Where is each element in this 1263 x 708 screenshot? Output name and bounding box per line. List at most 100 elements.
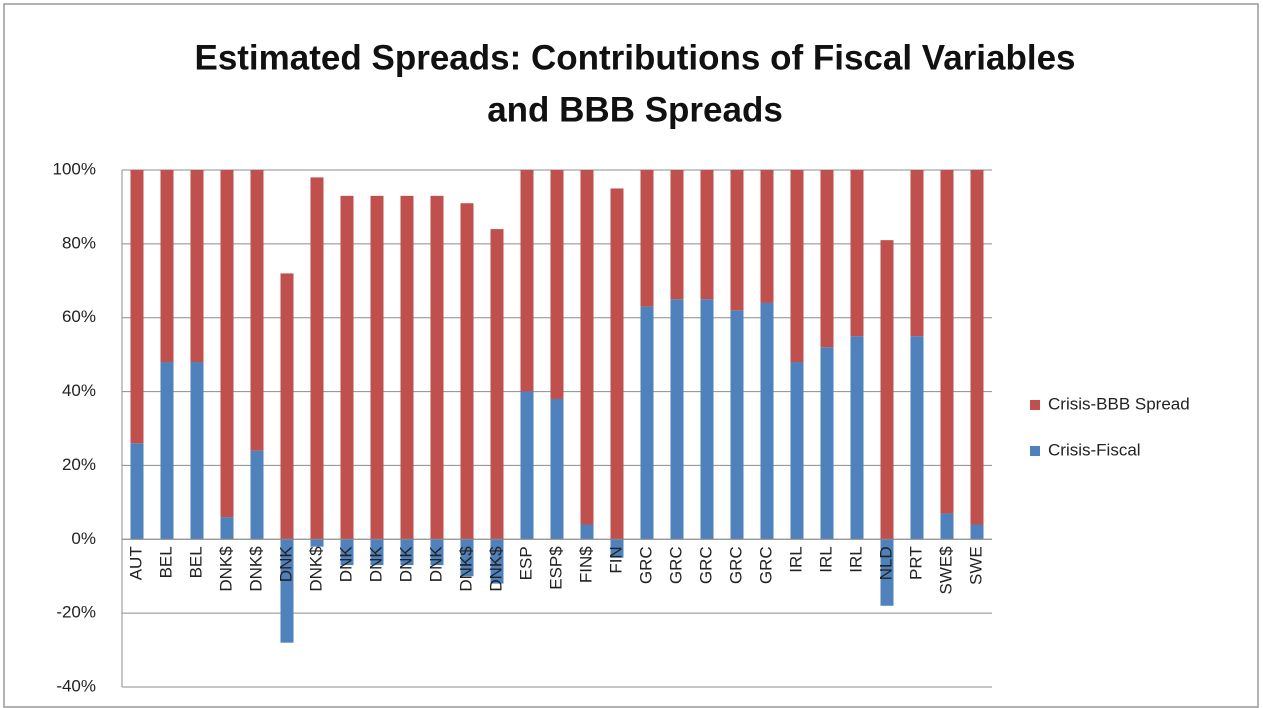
bar-segment bbox=[970, 170, 984, 525]
bar-segment bbox=[580, 170, 594, 525]
x-tick-label: DNK$ bbox=[246, 546, 265, 592]
legend-swatch bbox=[1030, 400, 1040, 410]
bar-segment bbox=[640, 306, 654, 540]
bar-segment bbox=[580, 524, 594, 540]
x-tick-label: FIN$ bbox=[576, 546, 595, 583]
bar-segment bbox=[730, 310, 744, 540]
bar-segment bbox=[400, 539, 414, 566]
x-tick-label: NLD bbox=[876, 546, 895, 580]
x-tick-label: SWE bbox=[966, 546, 985, 585]
bar-segment bbox=[250, 450, 264, 540]
bar-segment bbox=[700, 299, 714, 540]
x-tick-label: IRL bbox=[846, 546, 865, 572]
bar-segment bbox=[490, 539, 504, 584]
x-tick-label: SWE$ bbox=[936, 546, 955, 595]
bar-segment bbox=[850, 170, 864, 337]
bar-segment bbox=[220, 170, 234, 518]
x-tick-label: DNK bbox=[396, 546, 415, 583]
bar-segment bbox=[550, 398, 564, 540]
x-tick-label: DNK$ bbox=[306, 546, 325, 592]
bar-segment bbox=[310, 539, 324, 547]
bar-segment bbox=[610, 539, 624, 558]
x-tick-label: ESP$ bbox=[546, 546, 565, 590]
legend-label: Crisis-BBB Spread bbox=[1048, 394, 1190, 413]
x-tick-label: FIN bbox=[606, 546, 625, 573]
bar-segment bbox=[910, 336, 924, 540]
y-tick-label: -20% bbox=[56, 603, 96, 622]
y-tick-label: 0% bbox=[71, 529, 96, 548]
x-tick-label: GRC bbox=[666, 546, 685, 584]
chart-frame bbox=[3, 3, 1259, 708]
x-tick-label: DNK bbox=[366, 546, 385, 583]
bar-segment bbox=[280, 539, 294, 643]
y-tick-label: -40% bbox=[56, 676, 96, 695]
bar-segment bbox=[610, 188, 624, 540]
bar-segment bbox=[820, 170, 834, 348]
bar-segment bbox=[520, 391, 534, 540]
bar-segment bbox=[250, 170, 264, 451]
bar-segment bbox=[940, 170, 954, 514]
x-tick-label: GRC bbox=[756, 546, 775, 584]
x-tick-label: DNK bbox=[276, 546, 295, 583]
bar-segment bbox=[430, 539, 444, 566]
bar-segment bbox=[820, 347, 834, 540]
y-tick-label: 60% bbox=[62, 307, 96, 326]
bar-segment bbox=[190, 170, 204, 363]
x-tick-label: GRC bbox=[636, 546, 655, 584]
bar-segment bbox=[400, 195, 414, 540]
bar-segment bbox=[310, 177, 324, 540]
chart-title: Estimated Spreads: Contributions of Fisc… bbox=[194, 38, 1075, 77]
bar-segment bbox=[190, 362, 204, 540]
y-tick-label: 100% bbox=[53, 159, 96, 178]
x-tick-label: BEL bbox=[156, 546, 175, 578]
bar-segment bbox=[550, 170, 564, 399]
x-tick-label: PRT bbox=[906, 546, 925, 580]
bar-segment bbox=[790, 170, 804, 363]
bar-segment bbox=[790, 362, 804, 540]
bar-segment bbox=[340, 539, 354, 566]
bar-segment bbox=[340, 195, 354, 540]
bar-segment bbox=[760, 302, 774, 540]
y-tick-label: 40% bbox=[62, 381, 96, 400]
bar-segment bbox=[430, 195, 444, 540]
bar-segment bbox=[760, 170, 774, 303]
bar-segment bbox=[520, 170, 534, 392]
y-tick-label: 20% bbox=[62, 455, 96, 474]
bar-segment bbox=[670, 299, 684, 540]
bar-segment bbox=[880, 539, 894, 606]
bar-segment bbox=[670, 170, 684, 300]
bar-segment bbox=[160, 362, 174, 540]
bar-segment bbox=[940, 513, 954, 540]
bar-segment bbox=[490, 229, 504, 540]
x-tick-label: DNK$ bbox=[456, 546, 475, 592]
bar-segment bbox=[880, 240, 894, 540]
x-tick-label: GRC bbox=[696, 546, 715, 584]
x-tick-label: BEL bbox=[186, 546, 205, 578]
bar-segment bbox=[220, 517, 234, 540]
legend-label: Crisis-Fiscal bbox=[1048, 440, 1141, 459]
x-tick-label: DNK bbox=[336, 546, 355, 583]
bar-segment bbox=[160, 170, 174, 363]
y-tick-label: 80% bbox=[62, 233, 96, 252]
x-tick-label: DNK$ bbox=[216, 546, 235, 592]
bar-segment bbox=[130, 170, 144, 444]
bar-segment bbox=[640, 170, 654, 307]
x-tick-label: AUT bbox=[126, 546, 145, 580]
bar-segment bbox=[370, 539, 384, 566]
x-tick-label: DNK$ bbox=[486, 546, 505, 592]
x-tick-label: IRL bbox=[786, 546, 805, 572]
bar-segment bbox=[370, 195, 384, 540]
bar-segment bbox=[730, 170, 744, 311]
bar-segment bbox=[850, 336, 864, 540]
x-tick-label: GRC bbox=[726, 546, 745, 584]
bar-segment bbox=[130, 443, 144, 540]
chart-title: and BBB Spreads bbox=[487, 90, 783, 129]
bar-segment bbox=[700, 170, 714, 300]
bar-segment bbox=[910, 170, 924, 337]
x-tick-label: ESP bbox=[516, 546, 535, 580]
bar-segment bbox=[460, 203, 474, 540]
bar-segment bbox=[280, 273, 294, 540]
bar-segment bbox=[970, 524, 984, 540]
